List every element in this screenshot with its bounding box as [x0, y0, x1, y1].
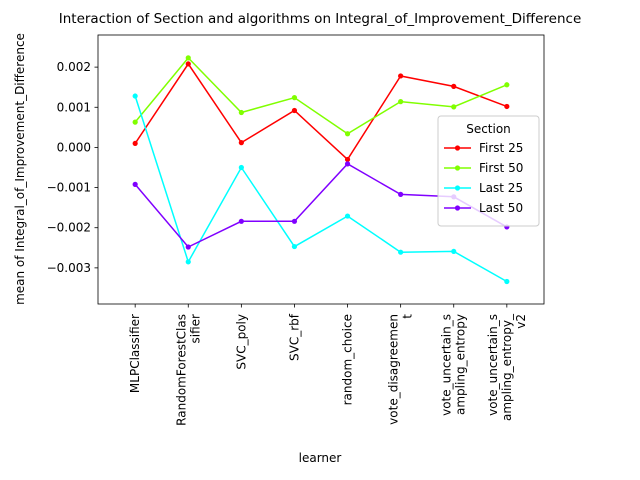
- x-tick-label-line: sifier: [188, 314, 202, 344]
- data-point: [185, 61, 191, 67]
- data-point: [398, 191, 404, 197]
- x-tick-label: random_choice: [341, 314, 355, 405]
- legend-label: Last 25: [479, 181, 523, 195]
- y-tick-label: 0.001: [57, 100, 91, 114]
- x-tick-label: MLPClassifier: [128, 314, 142, 393]
- data-point: [451, 104, 457, 110]
- x-tick-label: SVC_poly: [234, 314, 248, 370]
- data-point: [132, 93, 138, 99]
- y-tick-label: −0.002: [47, 221, 91, 235]
- x-tick-label-line: v2: [514, 314, 528, 329]
- y-axis-label: mean of Integral_of_Improvement_Differen…: [13, 33, 27, 305]
- data-point: [344, 161, 351, 167]
- x-tick-label: SVC_rbf: [287, 313, 301, 361]
- y-tick-label: −0.003: [47, 261, 91, 275]
- x-tick-label: vote_disagreemen t: [387, 314, 415, 425]
- data-point: [185, 259, 191, 265]
- legend-marker: [454, 165, 461, 171]
- legend-marker: [454, 185, 461, 191]
- data-point: [398, 73, 404, 79]
- x-tick-label: vote_uncertain_s ampling_entropy: [440, 314, 468, 416]
- legend-label: First 25: [479, 141, 523, 155]
- legend-label: First 50: [479, 161, 523, 175]
- x-tick-label-line: RandomForestClas: [174, 314, 188, 426]
- legend-marker: [454, 205, 461, 211]
- x-tick-label-line: SVC_rbf: [287, 313, 301, 361]
- data-point: [398, 249, 404, 255]
- data-point: [344, 131, 351, 137]
- legend-label: Last 50: [479, 201, 523, 215]
- data-point: [291, 95, 298, 101]
- x-tick-label: vote_uncertain_s ampling_entropy_ v2: [486, 313, 528, 421]
- data-point: [344, 213, 351, 219]
- data-point: [238, 109, 244, 116]
- series-line: [134, 95, 508, 283]
- data-point: [185, 55, 191, 61]
- series-line: [134, 56, 508, 135]
- data-point: [451, 248, 457, 255]
- data-point: [344, 156, 351, 163]
- series-line: [134, 62, 508, 161]
- x-tick-label-line: vote_disagreemen: [387, 314, 401, 425]
- data-point: [238, 218, 244, 224]
- data-point: [238, 140, 244, 146]
- data-point: [504, 82, 510, 88]
- data-point: [132, 181, 138, 187]
- data-point: [185, 244, 191, 250]
- legend-box: [437, 115, 540, 227]
- legend-title: Section: [466, 122, 511, 136]
- data-point: [291, 107, 298, 114]
- x-tick-label-line: vote_uncertain_s: [440, 314, 454, 416]
- y-tick-label: 0.000: [57, 140, 91, 154]
- x-tick-label-line: SVC_poly: [234, 314, 248, 370]
- legend-marker: [454, 145, 461, 151]
- x-tick-label-line: ampling_entropy_: [500, 313, 514, 421]
- x-tick-label-line: vote_uncertain_s: [486, 314, 500, 416]
- x-tick-label: RandomForestClas sifier: [174, 314, 202, 426]
- data-point: [132, 119, 138, 125]
- x-tick-label-line: ampling_entropy: [454, 314, 468, 415]
- data-point: [504, 278, 510, 285]
- data-point: [398, 99, 404, 105]
- data-point: [291, 218, 298, 224]
- data-point: [238, 164, 244, 171]
- data-point: [291, 243, 298, 250]
- x-tick-label-line: MLPClassifier: [128, 314, 142, 393]
- data-point: [132, 140, 138, 147]
- x-tick-label-line: random_choice: [341, 314, 355, 405]
- data-point: [451, 83, 457, 89]
- x-axis-label: learner: [299, 451, 342, 465]
- data-point: [504, 103, 510, 110]
- y-tick-label: −0.001: [47, 181, 91, 195]
- plot-frame: [97, 34, 545, 305]
- chart-title: Interaction of Section and algorithms on…: [59, 11, 582, 27]
- y-tick-label: 0.002: [57, 60, 91, 74]
- x-tick-label-line: t: [401, 314, 415, 319]
